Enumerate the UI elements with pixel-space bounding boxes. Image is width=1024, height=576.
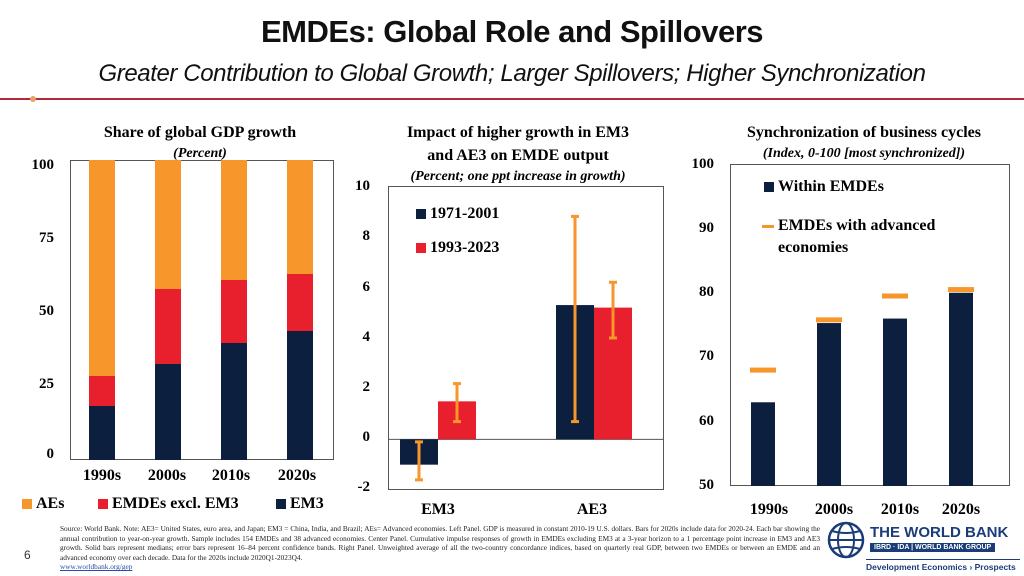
legend-dash (762, 224, 774, 228)
left-ytick-50: 50 (39, 303, 54, 319)
right-ytick-90: 90 (699, 220, 714, 236)
right-xlabel-2020s: 2020s (941, 501, 981, 518)
legend-label: economies (778, 239, 849, 256)
left-chart-plot (70, 160, 334, 460)
marker-emdes-with-ae-2010s (882, 293, 908, 299)
right-legend-with-ae: EMDEs with advanced (762, 217, 935, 235)
bar-within-emdes-2000s (817, 323, 841, 486)
legend-swatch (416, 209, 426, 219)
marker-emdes-with-ae-2000s (816, 317, 842, 323)
right-legend-with-ae-line2: economies (778, 239, 848, 257)
logo-tagline: IBRD · IDA | WORLD BANK GROUP (870, 543, 996, 552)
center-ytick-8: 8 (362, 228, 371, 244)
page-subtitle: Greater Contribution to Global Growth; L… (98, 60, 926, 87)
bar-em3-1990s (89, 406, 115, 460)
legend-label: EM3 (290, 495, 324, 512)
left-legend-emdes: EMDEs excl. EM3 (98, 495, 239, 513)
legend-label: EMDEs excl. EM3 (112, 495, 239, 512)
legend-label: 1971-2001 (430, 205, 500, 222)
legend-swatch (276, 499, 286, 509)
right-chart-plot (730, 164, 1010, 486)
bar-aes-2000s (155, 160, 181, 289)
center-ytick-10: 10 (355, 178, 370, 194)
source-text: Source: World Bank. Note: AE3= United St… (60, 524, 820, 562)
bar-emdes-excl-em3-2020s (287, 274, 313, 331)
left-ytick-25: 25 (39, 376, 54, 392)
left-ytick-75: 75 (39, 230, 54, 246)
center-chart-title-1: Impact of higher growth in EM3 (406, 124, 630, 141)
header-rule (0, 98, 1024, 100)
right-ytick-50: 50 (699, 477, 714, 493)
center-xlabel-em3: EM3 (421, 501, 455, 518)
center-ytick-2: 2 (362, 379, 371, 395)
legend-label: 1993-2023 (430, 239, 500, 256)
right-chart-title: Synchronization of business cycles (747, 124, 981, 141)
bar-emdes-excl-em3-2010s (221, 280, 247, 343)
marker-emdes-with-ae-1990s (750, 367, 776, 373)
legend-swatch (98, 499, 108, 509)
bar-emdes-excl-em3-1990s (89, 376, 115, 406)
legend-label: Within EMDEs (778, 178, 884, 195)
center-chart-subtitle: (Percent; one ppt increase in growth) (410, 169, 626, 184)
left-xlabel-1990s: 1990s (82, 467, 122, 484)
legend-label: AEs (36, 495, 65, 512)
bar-within-emdes-1990s (751, 402, 775, 486)
page-number: 6 (24, 548, 31, 562)
bar-em3-2000s (155, 364, 181, 460)
legend-label: EMDEs with advanced (778, 217, 936, 234)
logo-unit: Development Economics › Prospects (866, 559, 1020, 576)
logo-name: THE WORLD BANK (870, 524, 1009, 541)
left-xlabel-2010s: 2010s (211, 467, 251, 484)
source-note: Source: World Bank. Note: AE3= United St… (60, 524, 820, 572)
bar-aes-2020s (287, 160, 313, 274)
left-xlabel-2000s: 2000s (147, 467, 187, 484)
bar-em3-2020s (287, 331, 313, 460)
bar-within-emdes-2020s (949, 292, 973, 486)
center-legend-1993: 1993-2023 (416, 239, 499, 257)
right-xlabel-1990s: 1990s (749, 501, 789, 518)
right-ytick-100: 100 (691, 156, 715, 172)
center-chart-plot (388, 186, 664, 490)
center-legend-1971: 1971-2001 (416, 205, 499, 223)
center-ytick-4: 4 (362, 329, 371, 345)
right-chart-subtitle: (Index, 0-100 [most synchronized]) (762, 146, 966, 161)
bar-aes-1990s (89, 160, 115, 376)
center-ytick-neg2: -2 (357, 479, 371, 495)
bar-emdes-excl-em3-2000s (155, 289, 181, 364)
world-bank-logo[interactable]: THE WORLD BANK IBRD · IDA | WORLD BANK G… (826, 520, 1022, 574)
source-link[interactable]: www.worldbank.org/gep (60, 562, 133, 572)
center-chart-title-2: and AE3 on EMDE output (427, 147, 609, 164)
right-ytick-80: 80 (699, 284, 714, 300)
center-xlabel-ae3: AE3 (576, 501, 608, 518)
right-ytick-70: 70 (699, 348, 714, 364)
right-xlabel-2010s: 2010s (880, 501, 920, 518)
left-legend-aes: AEs (22, 495, 64, 513)
legend-swatch (22, 499, 32, 509)
left-legend-em3: EM3 (276, 495, 324, 513)
marker-emdes-with-ae-2020s (948, 287, 974, 293)
left-ytick-100: 100 (31, 157, 55, 173)
page-title: EMDEs: Global Role and Spillovers (261, 14, 764, 49)
left-chart-subtitle: (Percent) (173, 146, 227, 161)
right-ytick-60: 60 (699, 413, 714, 429)
left-chart-title: Share of global GDP growth (103, 124, 297, 141)
legend-swatch (764, 182, 774, 192)
right-xlabel-2000s: 2000s (814, 501, 854, 518)
bar-within-emdes-2010s (883, 318, 907, 486)
right-legend-within: Within EMDEs (764, 178, 884, 196)
header-rule-dot (30, 96, 36, 102)
bar-aes-2010s (221, 160, 247, 280)
center-ytick-0: 0 (362, 429, 371, 445)
globe-icon (827, 521, 865, 559)
left-ytick-0: 0 (46, 446, 55, 462)
left-xlabel-2020s: 2020s (277, 467, 317, 484)
bar-em3-2010s (221, 343, 247, 460)
center-ytick-6: 6 (362, 279, 371, 295)
legend-swatch (416, 243, 426, 253)
